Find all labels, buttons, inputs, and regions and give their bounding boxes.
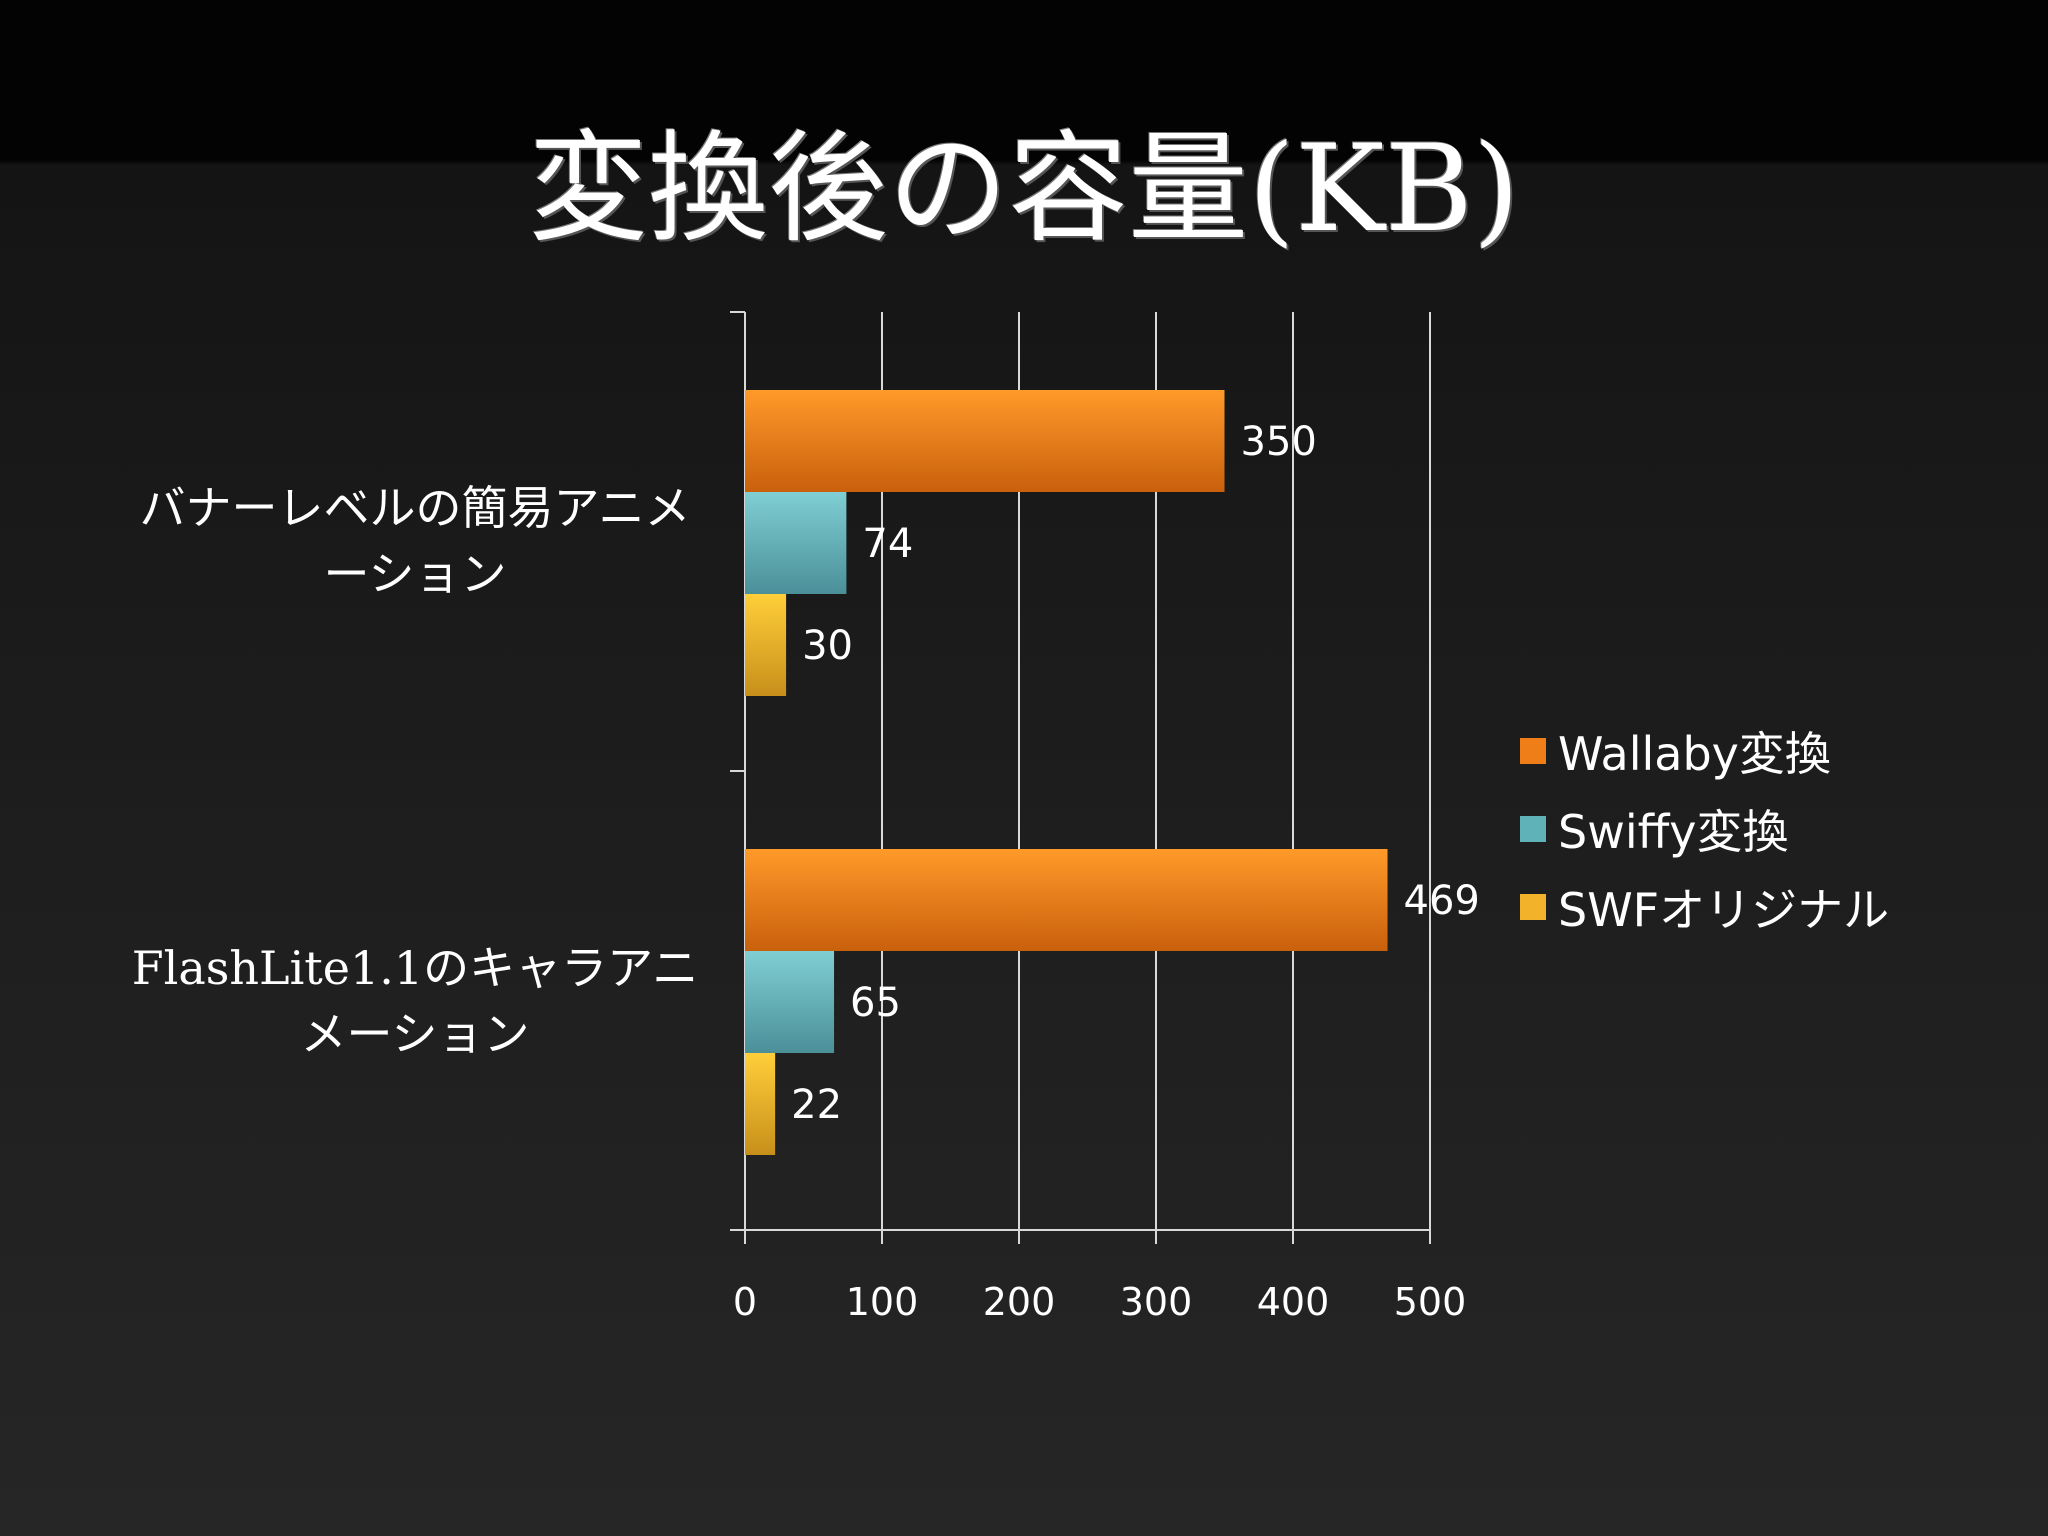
legend-swatch-wallaby — [1520, 738, 1546, 764]
bars — [745, 390, 1388, 1155]
x-tick-labels: 0 100 200 300 400 500 — [733, 1280, 1466, 1324]
bar — [745, 1053, 776, 1155]
bar — [745, 390, 1225, 492]
data-label: 469 — [1404, 878, 1480, 924]
x-tick-label: 500 — [1394, 1280, 1467, 1324]
legend: Wallaby変換 Swiffy変換 SWFオリジナル — [1520, 712, 1889, 946]
legend-item-wallaby: Wallaby変換 — [1520, 712, 1889, 790]
data-label: 74 — [862, 521, 913, 567]
legend-item-swf-original: SWFオリジナル — [1520, 868, 1889, 946]
bar — [745, 492, 847, 594]
legend-swatch-swiffy — [1520, 816, 1546, 842]
x-tick-label: 0 — [733, 1280, 757, 1324]
legend-label-wallaby: Wallaby変換 — [1558, 727, 1831, 781]
legend-label-swiffy: Swiffy変換 — [1558, 805, 1789, 859]
legend-label-swf-original: SWFオリジナル — [1558, 883, 1890, 937]
legend-item-swiffy: Swiffy変換 — [1520, 790, 1889, 868]
x-tick-label: 100 — [846, 1280, 919, 1324]
data-labels: 350 74 30 469 65 22 — [791, 419, 1480, 1128]
x-tick-label: 300 — [1120, 1280, 1193, 1324]
category-label-flashlite-character-animation: FlashLite1.1のキャラアニメーション — [131, 941, 699, 1061]
bar — [745, 849, 1388, 951]
data-label: 30 — [802, 623, 853, 669]
chart-title: 変換後の容量(KB) — [528, 120, 1520, 259]
data-label: 65 — [850, 980, 901, 1026]
x-tick-label: 400 — [1257, 1280, 1330, 1324]
data-label: 22 — [791, 1082, 842, 1128]
bar — [745, 951, 835, 1053]
legend-swatch-swf-original — [1520, 894, 1546, 920]
x-tick-label: 200 — [983, 1280, 1056, 1324]
category-label-banner-animation: バナーレベルの簡易アニメーション — [139, 481, 691, 601]
bar — [745, 594, 787, 696]
data-label: 350 — [1241, 419, 1317, 465]
